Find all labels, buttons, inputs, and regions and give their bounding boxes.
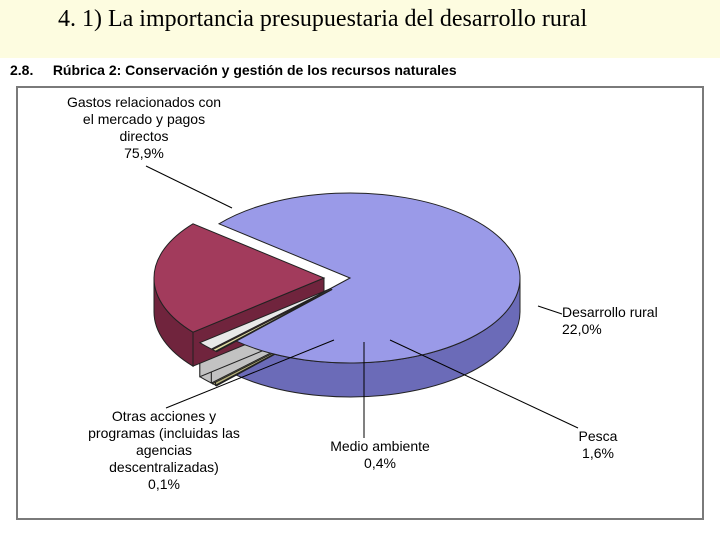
slice-label-medio: Medio ambiente0,4% (310, 438, 450, 472)
slice-label-rural: Desarrollo rural22,0% (562, 304, 702, 338)
slice-label-otras: Otras acciones yprogramas (incluidas las… (54, 408, 274, 493)
subheader-number: 2.8. (10, 62, 33, 78)
subheader-text: Rúbrica 2: Conservación y gestión de los… (53, 62, 457, 78)
slice-label-pesca: Pesca1,6% (538, 428, 658, 462)
slide-title: 4. 1) La importancia presupuestaria del … (58, 6, 668, 32)
pie-chart-frame: Gastos relacionados conel mercado y pago… (16, 86, 704, 520)
slide-header: 4. 1) La importancia presupuestaria del … (0, 0, 720, 58)
subheader: 2.8. Rúbrica 2: Conservación y gestión d… (10, 62, 457, 78)
slice-label-market: Gastos relacionados conel mercado y pago… (34, 94, 254, 162)
